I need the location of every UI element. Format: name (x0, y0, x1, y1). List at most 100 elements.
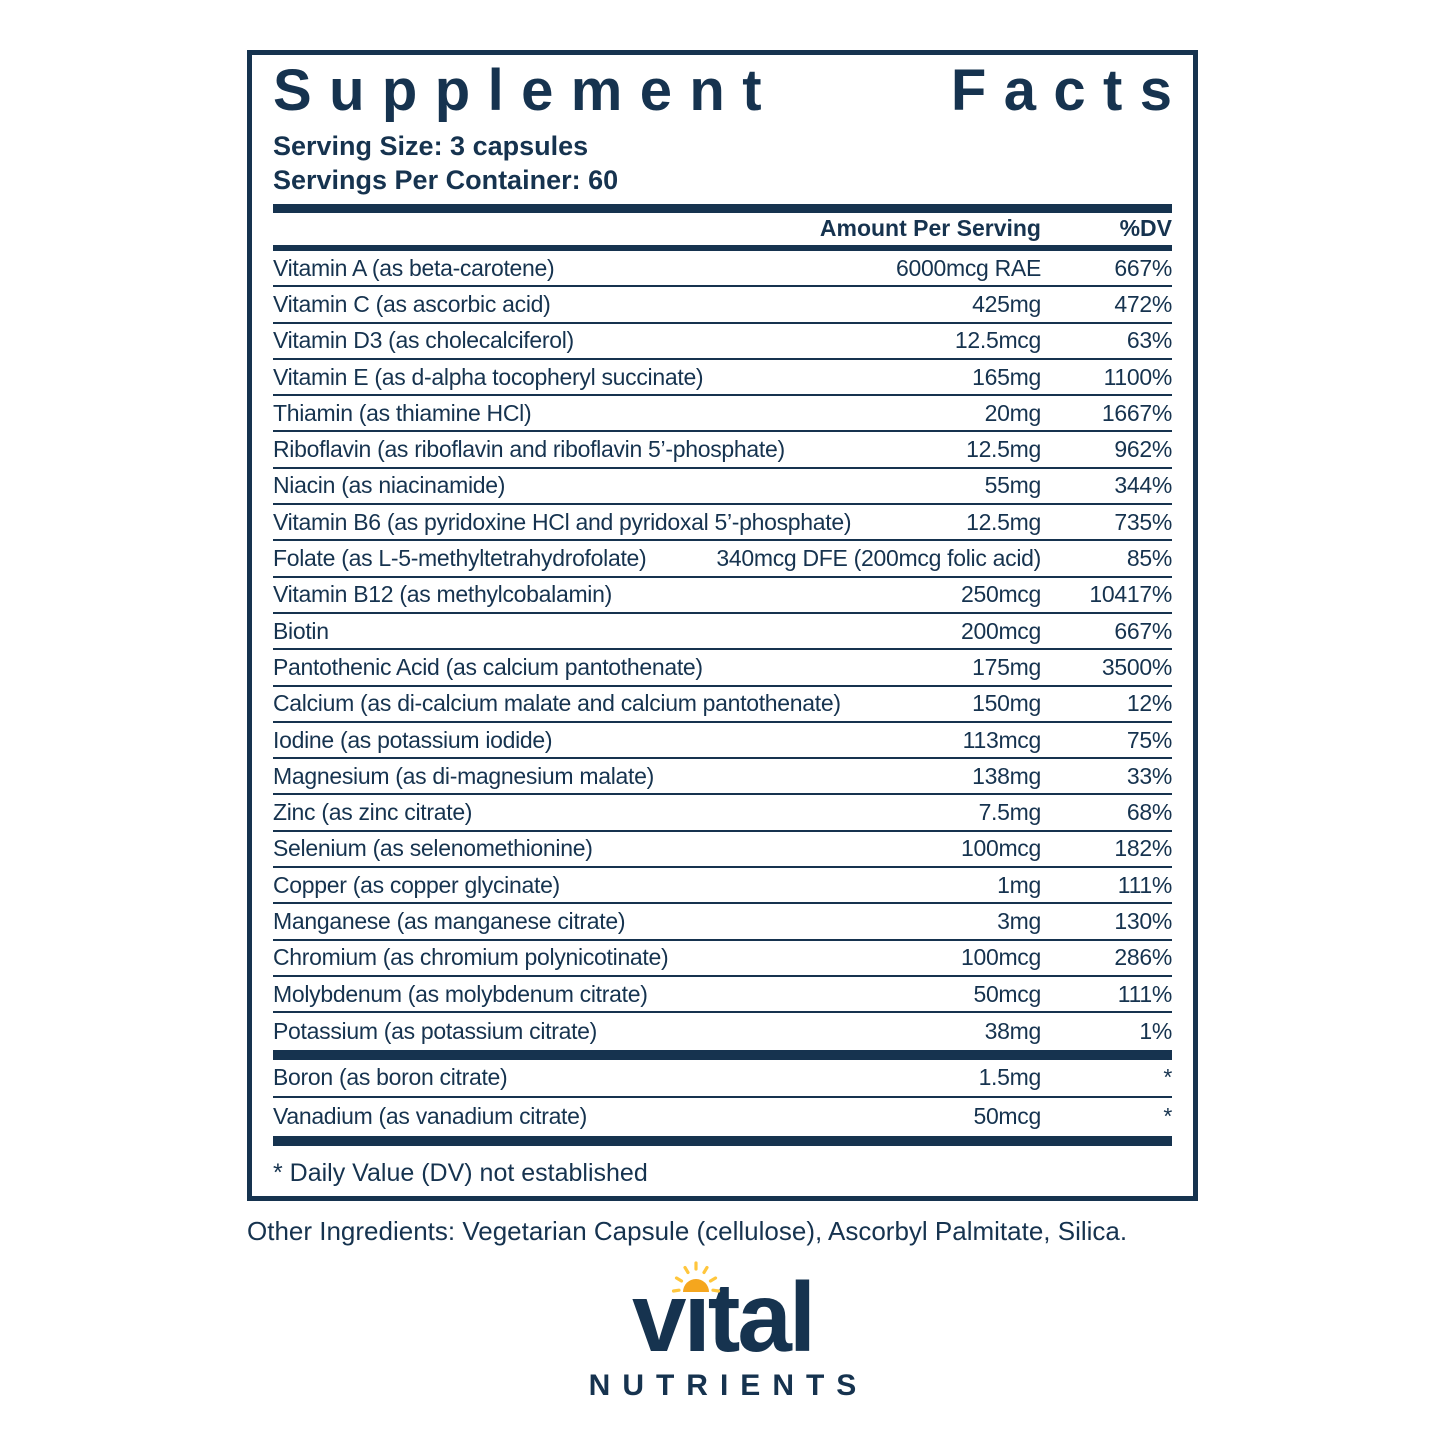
nutrient-row: Vitamin B12 (as methylcobalamin) 250mcg 10… (273, 578, 1172, 614)
divider-thick-top (273, 204, 1172, 213)
nutrient-name: Molybdenum (as molybdenum citrate) (273, 980, 648, 1007)
nutrient-amount: 50mcg (973, 1103, 1041, 1130)
nutrient-name: Magnesium (as di-magnesium malate) (273, 762, 654, 789)
nutrient-row: Vitamin B6 (as pyridoxine HCl and pyrido… (273, 505, 1172, 542)
nutrient-amount: 1.5mg (978, 1064, 1042, 1091)
nutrient-row: Folate (as L-5-methyltetrahydrofolate) 34… (273, 541, 1172, 578)
nutrient-dv: 962% (1114, 436, 1172, 463)
nutrient-amount: 6000mcg RAE (896, 254, 1041, 281)
nutrient-row: Copper (as copper glycinate) 1mg 111% (273, 868, 1172, 905)
nutrient-amount: 340mcg DFE (200mcg folic acid) (716, 545, 1041, 572)
nutrient-row: Molybdenum (as molybdenum citrate) 50mcg 1… (273, 977, 1172, 1014)
nutrient-row: Riboflavin (as riboflavin and riboflavin… (273, 432, 1172, 469)
nutrient-name: Vitamin D3 (as cholecalciferol) (273, 327, 574, 354)
nutrient-amount: 1mg (997, 871, 1041, 898)
nutrient-name: Zinc (as zinc citrate) (273, 799, 473, 826)
nutrient-name: Chromium (as chromium polynicotinate) (273, 944, 669, 971)
nutrient-amount: 38mg (984, 1017, 1042, 1044)
nutrient-dv: 63% (1126, 327, 1172, 354)
nutrient-name: Vanadium (as vanadium citrate) (273, 1103, 587, 1130)
divider-thick-bottom (273, 1135, 1172, 1146)
nutrient-row: Boron (as boron citrate) 1.5mg * (273, 1060, 1172, 1098)
nutrient-row: Niacin (as niacinamide) 55mg 344% (273, 469, 1172, 506)
nutrient-amount: 425mg (972, 290, 1041, 317)
nutrient-amount: 138mg (972, 762, 1041, 789)
nutrient-row: Chromium (as chromium polynicotinate) 100… (273, 941, 1172, 977)
nutrient-amount: 165mg (972, 363, 1041, 390)
nutrient-amount: 20mg (984, 399, 1042, 426)
nutrient-name: Niacin (as niacinamide) (273, 472, 506, 499)
nutrient-rows: Vitamin A (as beta-carotene) 6000mcg RAE 6… (273, 251, 1172, 1050)
nutrient-row: Vitamin E (as d-alpha tocopheryl succina… (273, 360, 1173, 397)
nutrient-dv: 10417% (1089, 581, 1172, 608)
nutrient-amount: 7.5mg (978, 799, 1042, 826)
nutrient-row: Vitamin C (as ascorbic acid) 425mg 472% (273, 287, 1172, 324)
nutrient-dv: 735% (1114, 508, 1172, 535)
nutrient-dv: 667% (1114, 254, 1172, 281)
nutrient-amount: 250mcg (960, 581, 1041, 608)
dv-footnote: * Daily Value (DV) not established (273, 1158, 648, 1187)
no-dv-rows: Boron (as boron citrate) 1.5mg * Vanadium (… (273, 1060, 1172, 1136)
nutrient-row: Vanadium (as vanadium citrate) 50mcg * (273, 1098, 1172, 1136)
nutrient-dv: 1100% (1103, 363, 1173, 390)
nutrient-name: Calcium (as di-calcium malate and calciu… (273, 690, 841, 717)
divider-thick-mid (273, 1049, 1172, 1060)
nutrient-amount: 100mcg (960, 944, 1041, 971)
nutrient-amount: 200mcg (960, 617, 1041, 644)
logo-subbrand: NUTRIENTS (588, 1369, 869, 1402)
nutrient-name: Manganese (as manganese citrate) (273, 907, 626, 934)
nutrient-amount: 50mcg (973, 980, 1041, 1007)
nutrient-dv: 667% (1114, 617, 1172, 644)
nutrient-row: Pantothenic Acid (as calcium pantothenat… (273, 650, 1172, 687)
nutrient-dv: * (1163, 1064, 1172, 1091)
nutrient-name: Thiamin (as thiamine HCl) (273, 399, 532, 426)
nutrient-row: Selenium (as selenomethionine) 100mcg 182% (273, 832, 1172, 869)
nutrient-dv: 12% (1126, 690, 1172, 717)
column-header-dv: %DV (1119, 215, 1172, 241)
panel-title: Supplement Facts (273, 61, 1172, 121)
logo-letter-v: v (631, 1262, 686, 1372)
nutrient-row: Vitamin A (as beta-carotene) 6000mcg RAE 6… (273, 251, 1172, 288)
nutrient-amount: 55mg (984, 472, 1042, 499)
nutrient-name: Folate (as L-5-methyltetrahydrofolate) (273, 545, 647, 572)
nutrient-dv: 3500% (1101, 653, 1172, 680)
nutrient-dv: 75% (1126, 726, 1172, 753)
nutrient-name: Vitamin A (as beta-carotene) (273, 254, 555, 281)
nutrient-amount: 150mg (972, 690, 1041, 717)
nutrient-row: Vitamin D3 (as cholecalciferol) 12.5mcg 63… (273, 324, 1172, 360)
nutrient-name: Selenium (as selenomethionine) (273, 835, 593, 862)
nutrient-name: Vitamin B12 (as methylcobalamin) (273, 581, 612, 608)
nutrient-row: Potassium (as potassium citrate) 38mg 1% (273, 1013, 1172, 1049)
nutrient-dv: 286% (1114, 944, 1172, 971)
nutrient-name: Vitamin C (as ascorbic acid) (273, 290, 551, 317)
nutrient-amount: 113mcg (962, 726, 1042, 753)
nutrient-row: Calcium (as di-calcium malate and calciu… (273, 687, 1172, 723)
nutrient-dv: 182% (1114, 835, 1172, 862)
nutrient-row: Biotin 200mcg 667% (273, 614, 1172, 651)
nutrient-dv: 33% (1126, 762, 1172, 789)
servings-per-container: Servings Per Container: 60 (273, 165, 619, 195)
nutrient-name: Vitamin E (as d-alpha tocopheryl succina… (273, 363, 704, 390)
nutrient-dv: 344% (1114, 472, 1172, 499)
nutrient-amount: 12.5mcg (954, 327, 1041, 354)
nutrient-amount: 100mcg (960, 835, 1041, 862)
nutrient-dv: 1667% (1101, 399, 1172, 426)
nutrient-dv: 85% (1126, 545, 1172, 572)
nutrient-name: Biotin (273, 617, 329, 644)
nutrient-amount: 175mg (972, 653, 1041, 680)
other-ingredients: Other Ingredients: Vegetarian Capsule (c… (247, 1216, 1128, 1246)
supplement-facts-panel: Supplement Facts Serving Size: 3 capsule… (247, 50, 1198, 1201)
nutrient-dv: * (1163, 1103, 1172, 1130)
nutrient-dv: 472% (1114, 290, 1172, 317)
nutrient-name: Pantothenic Acid (as calcium pantothenat… (273, 653, 703, 680)
logo-wordmark: v ıtal (632, 1261, 816, 1366)
logo-letters-tal: tal (707, 1262, 816, 1372)
nutrient-row: Zinc (as zinc citrate) 7.5mg 68% (273, 795, 1172, 832)
sun-icon (671, 1261, 720, 1293)
brand-logo: v ıtal NUTRIENTS (0, 1261, 1445, 1402)
serving-size: Serving Size: 3 capsules (273, 131, 589, 161)
nutrient-dv: 68% (1126, 799, 1172, 826)
nutrient-name: Riboflavin (as riboflavin and riboflavin… (273, 436, 785, 463)
divider-under-header (273, 245, 1172, 251)
nutrient-name: Boron (as boron citrate) (273, 1064, 508, 1091)
